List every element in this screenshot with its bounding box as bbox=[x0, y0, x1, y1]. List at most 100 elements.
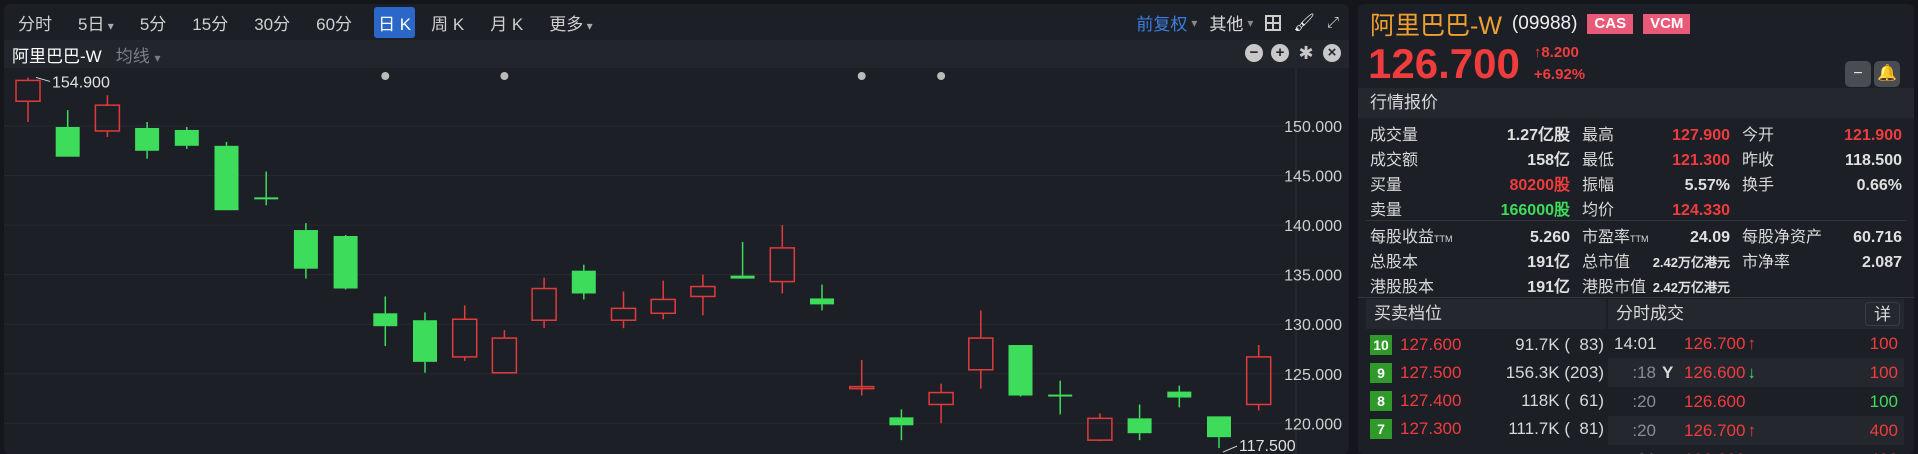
quote-value: 121.300 bbox=[1672, 151, 1730, 169]
candle-body bbox=[451, 318, 478, 358]
candle bbox=[610, 291, 637, 329]
tick-price: 126.700 bbox=[1684, 333, 1746, 353]
period-tabs: 分时 5日 5分 15分 30分 60分 日 K 周 K 月 K 更多 bbox=[4, 4, 615, 40]
candle bbox=[1167, 385, 1192, 408]
tab-9[interactable]: 更多 bbox=[545, 7, 596, 38]
tick-row: :20 126.600 100 bbox=[1608, 387, 1904, 416]
quote-cell: 港股市值 2.42万亿港元 bbox=[1582, 273, 1742, 297]
indicator-dropdown[interactable]: 均线 ▾ bbox=[115, 46, 161, 66]
event-marker[interactable] bbox=[857, 72, 866, 80]
tick-volume: 400 bbox=[1869, 420, 1898, 440]
y-tick-label: 145.000 bbox=[1284, 169, 1342, 186]
quote-label: 最低 bbox=[1582, 151, 1615, 169]
price-change-pct: +6.92% bbox=[1533, 66, 1586, 83]
candle-body bbox=[968, 337, 994, 371]
quote-row: 总股本 191亿 总市值 2.42万亿港元 市净率 2.087 bbox=[1370, 247, 1902, 272]
tab-3[interactable]: 15分 bbox=[192, 14, 229, 34]
candle-body bbox=[571, 270, 596, 294]
quote-label: 港股市值 bbox=[1582, 278, 1647, 296]
gear-icon[interactable]: ✱ bbox=[1298, 43, 1314, 63]
chevron-down-icon: ▾ bbox=[1191, 15, 1198, 30]
event-marker[interactable] bbox=[500, 72, 509, 80]
y-tick-label: 135.000 bbox=[1284, 268, 1342, 285]
fullscreen-icon[interactable]: ⤢ bbox=[1326, 14, 1339, 31]
quote-value: 158亿 bbox=[1527, 151, 1570, 169]
candle bbox=[333, 235, 358, 290]
orderbook-row[interactable]: 8 127.400 118K ( 61) bbox=[1370, 387, 1604, 415]
quote-row: 成交量 1.27亿股 最高 127.900 今开 121.900 bbox=[1370, 120, 1902, 145]
divider bbox=[1358, 297, 1914, 298]
zoom-out-icon[interactable]: − bbox=[1245, 44, 1263, 62]
tab-5[interactable]: 60分 bbox=[316, 14, 353, 34]
level-badge: 9 bbox=[1370, 363, 1392, 383]
quote-label: 每股收益TTM bbox=[1370, 228, 1453, 246]
quote-label: 卖量 bbox=[1370, 201, 1403, 219]
tab-8[interactable]: 月 K bbox=[490, 14, 524, 34]
event-marker[interactable] bbox=[381, 72, 390, 80]
brush-icon[interactable]: 🖌 bbox=[1293, 12, 1315, 32]
orderbook-header: 买卖档位 bbox=[1366, 299, 1606, 329]
y-tick-label: 150.000 bbox=[1284, 119, 1342, 136]
tick-price: 126.600 bbox=[1684, 450, 1745, 454]
quote-label: 市净率 bbox=[1742, 253, 1791, 271]
tab-2[interactable]: 5分 bbox=[139, 14, 167, 34]
candle-body bbox=[889, 417, 914, 426]
quote-cell: 振幅 5.57% bbox=[1582, 171, 1742, 195]
layout-grid-icon[interactable] bbox=[1265, 14, 1282, 31]
candle bbox=[373, 296, 398, 347]
candle-body bbox=[1087, 417, 1113, 441]
quote-cell: 成交量 1.27亿股 bbox=[1370, 121, 1582, 145]
quote-table: 成交量 1.27亿股 最高 127.900 今开 121.900 成交额 158亿 最低 121.… bbox=[1370, 120, 1902, 220]
quote-label: 成交额 bbox=[1370, 151, 1419, 169]
candle-body bbox=[333, 236, 358, 289]
quote-label: 总市值 bbox=[1582, 253, 1631, 271]
low-label: 117.500 bbox=[1239, 438, 1296, 454]
chevron-down-icon: ▾ bbox=[1247, 15, 1254, 30]
quote-value: 24.09 bbox=[1689, 228, 1730, 246]
tab-4[interactable]: 30分 bbox=[254, 14, 291, 34]
candlestick-chart[interactable]: 150.000 145.000 140.000 135.000 130.000 125.0… bbox=[4, 4, 1349, 454]
candle bbox=[889, 409, 914, 441]
candle bbox=[55, 110, 80, 157]
quote-value: 5.260 bbox=[1529, 228, 1570, 246]
zoom-in-icon[interactable]: + bbox=[1271, 44, 1289, 62]
event-marker[interactable] bbox=[937, 72, 946, 80]
quote-value: 5.57% bbox=[1684, 176, 1730, 194]
orderbook-row[interactable]: 9 127.500 156.3K (203) bbox=[1370, 359, 1604, 387]
other-dropdown[interactable]: 其他 bbox=[1209, 15, 1244, 34]
close-icon[interactable]: × bbox=[1323, 44, 1341, 62]
level-badge: 7 bbox=[1370, 419, 1392, 439]
low-arrow-icon bbox=[1222, 445, 1238, 453]
minimize-button[interactable]: − bbox=[1845, 61, 1871, 87]
tick-flag: Y bbox=[1662, 362, 1674, 382]
candle-body bbox=[1048, 394, 1073, 397]
tab-7[interactable]: 周 K bbox=[431, 14, 465, 34]
candle-body bbox=[650, 298, 676, 315]
level-price: 127.600 bbox=[1400, 335, 1462, 354]
tab-6[interactable]: 日 K bbox=[374, 6, 416, 38]
candle bbox=[451, 305, 478, 361]
quote-cell: 卖量 166000股 bbox=[1370, 196, 1582, 220]
candle-body bbox=[1008, 345, 1033, 396]
y-tick-label: 130.000 bbox=[1284, 317, 1342, 334]
level-volume: 156.3K (203) bbox=[1505, 363, 1604, 382]
candle bbox=[810, 284, 834, 311]
quote-cell: 成交额 158亿 bbox=[1370, 146, 1582, 170]
stock-code: (09988) bbox=[1511, 13, 1578, 34]
candle bbox=[571, 264, 596, 300]
tab-1[interactable]: 5日 bbox=[74, 7, 118, 38]
tick-time: 14:01 bbox=[1614, 333, 1657, 353]
orderbook-row[interactable]: 7 127.300 111.7K ( 81) bbox=[1370, 415, 1604, 443]
detail-button[interactable]: 详 bbox=[1865, 302, 1900, 326]
arrow-up-icon: ↑ bbox=[1747, 420, 1756, 440]
quote-value: 191亿 bbox=[1527, 253, 1570, 271]
candle bbox=[491, 330, 518, 374]
adjust-dropdown[interactable]: 前复权 bbox=[1136, 15, 1188, 34]
tick-row: :21 126.600↓ 400 bbox=[1608, 445, 1904, 454]
candle-body bbox=[810, 298, 834, 305]
tab-0[interactable]: 分时 bbox=[18, 14, 52, 34]
orderbook-row[interactable]: 10 127.600 91.7K ( 83) bbox=[1370, 331, 1604, 359]
candle-body bbox=[491, 337, 518, 374]
bell-icon[interactable]: 🔔 bbox=[1874, 61, 1900, 87]
quote-value: 124.330 bbox=[1672, 201, 1730, 219]
